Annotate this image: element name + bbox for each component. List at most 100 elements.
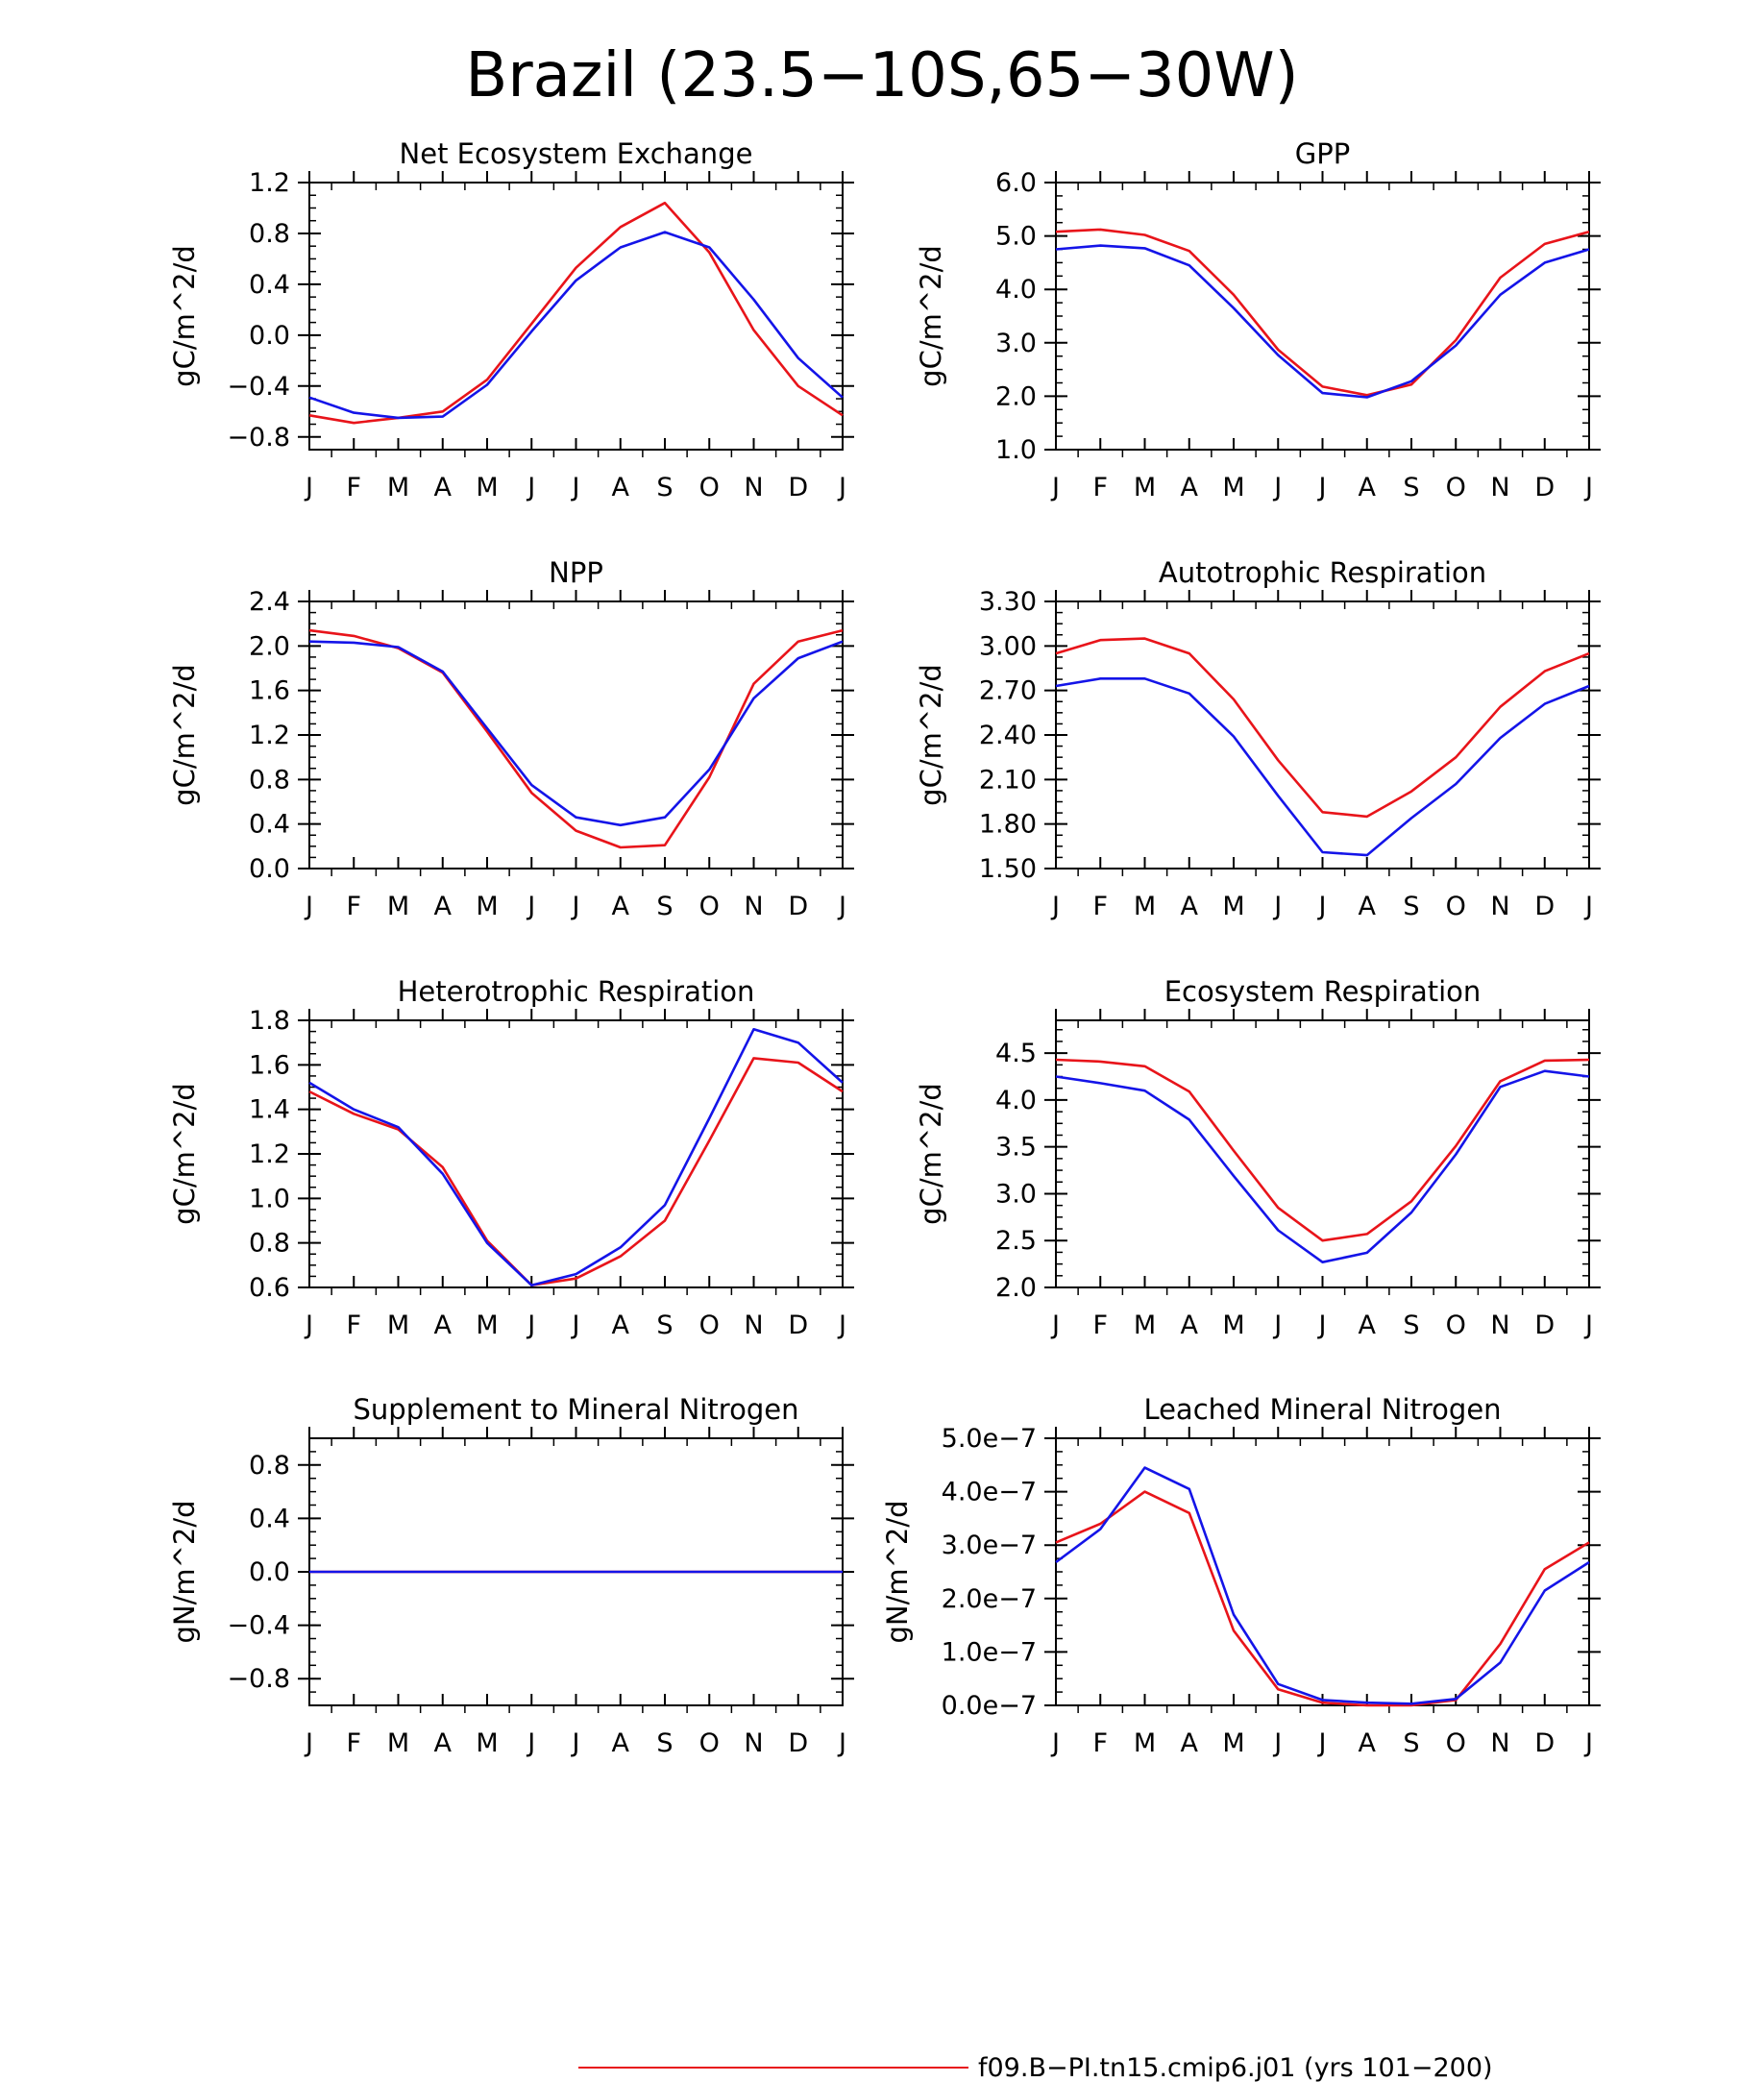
x-tick-label: D [788,473,808,502]
y-tick-label: 1.2 [249,1139,290,1169]
y-tick-label: 0.4 [249,1504,290,1533]
y-tick-label: 1.2 [249,721,290,750]
y-axis-label: gC/m^2/d [168,245,201,387]
plot-frame [308,1019,844,1288]
x-tick-label: A [1181,892,1199,921]
x-tick-label: A [434,1310,453,1340]
x-tick-label: J [526,1310,535,1340]
y-tick-label: −0.4 [227,1611,290,1641]
series-line-red [308,1057,844,1286]
y-tick-label: 0.4 [249,810,290,840]
y-tick-label: −0.4 [227,372,290,402]
x-tick-label: O [1446,1728,1466,1758]
panel-title: Heterotrophic Respiration [398,975,755,1008]
x-tick-label: J [837,892,846,921]
y-tick-label: 3.0e−7 [942,1531,1037,1560]
x-tick-label: S [656,1728,673,1758]
series-line-blue [1055,1069,1590,1263]
panel-title: GPP [1295,137,1350,170]
series-line-blue [308,1028,844,1286]
x-tick-label: O [699,1310,720,1340]
x-tick-label: J [526,1728,535,1758]
y-axis-label: gC/m^2/d [168,1083,201,1225]
x-tick-label: F [346,892,361,921]
y-tick-label: 6.0 [995,168,1037,198]
y-tick-label: 2.0 [995,381,1037,411]
x-tick-label: S [1403,1310,1419,1340]
x-tick-label: A [434,473,453,502]
x-tick-label: F [346,1728,361,1758]
x-tick-label: N [1490,1310,1509,1340]
y-tick-label: 4.0 [995,275,1037,305]
x-tick-label: M [1134,892,1156,921]
plot-frame [308,600,844,870]
x-tick-label: A [434,892,453,921]
y-tick-label: −0.8 [227,1664,290,1694]
y-tick-label: 5.0e−7 [942,1424,1037,1454]
x-tick-label: D [788,1728,808,1758]
x-tick-label: A [1181,1728,1199,1758]
y-tick-label: 2.5 [995,1226,1037,1256]
y-tick-label: 1.6 [249,1050,290,1080]
x-tick-label: M [387,892,409,921]
series-line-blue [1055,244,1590,399]
x-tick-label: N [744,473,763,502]
y-tick-label: 2.4 [249,587,290,617]
x-tick-label: J [837,1310,846,1340]
x-tick-label: S [656,892,673,921]
x-tick-label: A [434,1728,453,1758]
x-tick-label: A [1181,473,1199,502]
y-tick-label: 1.80 [979,810,1037,840]
legend-label: f09.B−PI.tn15.cmip6.j01 (yrs 101−200) [978,2053,1493,2082]
y-tick-label: 3.5 [995,1133,1037,1163]
x-tick-label: J [1272,892,1282,921]
y-tick-label: 2.40 [979,721,1037,750]
x-tick-label: J [571,892,580,921]
x-tick-label: D [1534,473,1555,502]
x-tick-label: O [1446,473,1466,502]
x-tick-label: A [612,1310,630,1340]
x-tick-label: M [1222,1310,1244,1340]
x-tick-label: A [1359,1310,1377,1340]
x-tick-label: F [1092,1310,1108,1340]
x-tick-label: D [788,1310,808,1340]
y-tick-label: 0.0e−7 [942,1691,1037,1721]
x-tick-label: S [1403,892,1419,921]
x-tick-label: M [387,1310,409,1340]
y-tick-label: 1.4 [249,1095,290,1125]
y-tick-label: 1.8 [249,1006,290,1036]
x-tick-label: J [1317,1728,1327,1758]
series-line-blue [308,231,844,420]
x-tick-label: O [699,473,720,502]
x-tick-label: J [1583,892,1593,921]
plot-frame [308,182,844,451]
y-tick-label: 0.0 [249,1557,290,1587]
x-tick-label: A [1359,473,1377,502]
series-line-blue [1055,1466,1590,1705]
panel-title: Leached Mineral Nitrogen [1143,1393,1501,1426]
x-tick-label: M [1134,1728,1156,1758]
x-tick-label: N [744,1310,763,1340]
y-axis-label: gC/m^2/d [915,245,947,387]
series-line-red [1055,228,1590,397]
x-tick-label: J [571,473,580,502]
x-tick-label: O [1446,892,1466,921]
x-tick-label: M [387,473,409,502]
y-axis-label: gC/m^2/d [915,664,947,806]
x-tick-label: J [1317,892,1327,921]
x-tick-label: D [1534,1728,1555,1758]
x-tick-label: A [1181,1310,1199,1340]
x-tick-label: S [656,473,673,502]
y-tick-label: 2.70 [979,676,1037,706]
x-tick-label: M [476,892,498,921]
x-tick-label: J [571,1310,580,1340]
series-line-blue [308,640,844,827]
y-tick-label: 1.0 [249,1184,290,1213]
x-tick-label: J [571,1728,580,1758]
x-tick-label: J [1317,473,1327,502]
